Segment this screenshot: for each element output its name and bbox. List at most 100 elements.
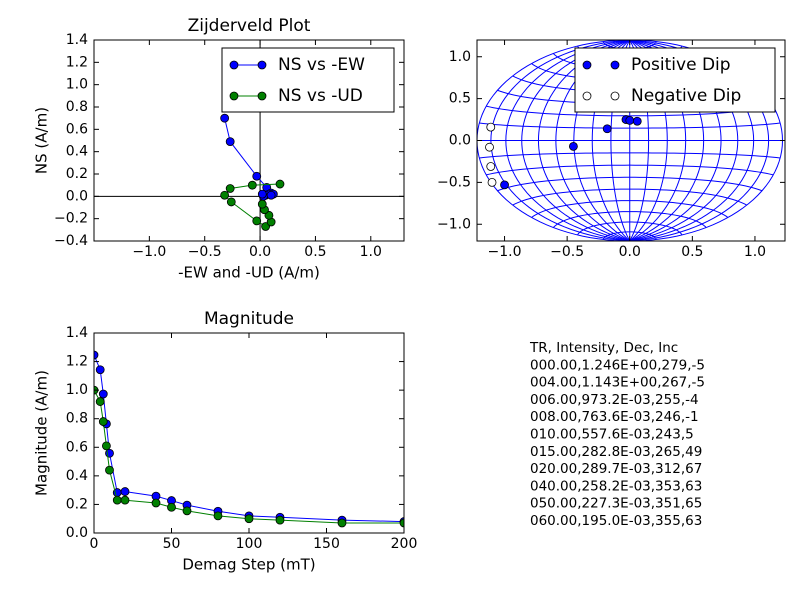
text-line: 020.00,289.7E-03,312,67	[530, 461, 702, 477]
y-tick-label: 0.0	[66, 188, 88, 204]
data-point	[225, 184, 235, 193]
y-tick-label: 1.0	[66, 77, 88, 93]
x-tick-label: 0.0	[619, 244, 641, 260]
y-tick-label: 1.4	[66, 325, 88, 341]
text-line: 050.00,227.3E-03,351,65	[530, 496, 702, 512]
x-axis-label: -EW and -UD (A/m)	[178, 264, 320, 282]
x-tick-label: 100	[236, 536, 263, 552]
data-point	[167, 502, 176, 512]
data-point	[213, 511, 223, 521]
data-point	[485, 142, 494, 152]
legend-label: NS vs -UD	[278, 86, 363, 106]
data-point	[487, 177, 497, 187]
data-point	[569, 141, 578, 151]
text-line: 000.00,1.246E+00,279,-5	[530, 357, 705, 373]
legend-label: Positive Dip	[631, 55, 731, 75]
legend-box	[221, 47, 395, 113]
data-point	[102, 441, 111, 451]
data-point	[112, 495, 122, 505]
y-tick-label: 0.0	[66, 525, 88, 541]
y-tick-label: 1.0	[66, 382, 88, 398]
y-tick-label: 0.2	[66, 166, 88, 182]
axes-frame	[93, 39, 405, 242]
plot-area	[94, 350, 404, 528]
text-panel: TR, Intensity, Dec, Inc000.00,1.246E+00,…	[529, 340, 705, 546]
y-tick-label: 1.2	[66, 54, 88, 70]
y-tick-label: 0.2	[66, 496, 88, 512]
y-tick-label: 1.2	[66, 354, 88, 370]
data-point	[220, 190, 230, 200]
legend-marker	[229, 91, 239, 101]
legend-marker	[257, 60, 267, 70]
text-line: TR, Intensity, Dec, Inc	[529, 340, 678, 356]
y-axis-label: Magnitude (A/m)	[33, 370, 51, 496]
chart-title: Magnitude	[204, 309, 294, 329]
data-point	[602, 124, 612, 134]
y-axis-label: NS (A/m)	[33, 107, 51, 174]
x-tick-label: 1.0	[744, 244, 766, 260]
x-tick-label: 0.5	[681, 244, 703, 260]
data-point	[151, 498, 161, 508]
y-tick-label: −0.2	[54, 211, 88, 227]
data-point	[95, 397, 105, 406]
legend-marker	[229, 60, 239, 70]
data-point	[632, 116, 642, 126]
data-point	[182, 506, 192, 516]
data-point	[220, 113, 230, 123]
data-point	[625, 116, 635, 125]
data-point	[275, 515, 285, 525]
legend-marker	[582, 60, 592, 70]
text-line: 008.00,763.6E-03,246,-1	[530, 409, 699, 425]
y-tick-label: −1.0	[437, 216, 471, 232]
data-point	[247, 180, 257, 190]
text-line: 004.00,1.143E+00,267,-5	[530, 375, 705, 391]
y-tick-label: 0.8	[66, 99, 88, 115]
x-tick-label: 0	[90, 536, 99, 552]
chart-title: Zijderveld Plot	[188, 16, 311, 36]
data-point	[120, 495, 130, 505]
x-tick-label: 150	[313, 536, 340, 552]
x-tick-label: 50	[163, 536, 181, 552]
net-parallel	[553, 211, 707, 228]
legend-marker	[610, 60, 620, 70]
data-point	[257, 189, 267, 199]
net-parallel	[577, 221, 683, 236]
net-parallel	[531, 200, 729, 218]
net-parallel	[479, 122, 781, 129]
y-tick-label: 1.4	[66, 32, 88, 48]
text-line: 060.00,195.0E-03,355,63	[530, 513, 702, 529]
text-line: 080.00,152.0E-03,353,66	[530, 530, 702, 546]
y-tick-label: 0.5	[449, 91, 471, 107]
y-tick-label: 0.6	[66, 439, 88, 455]
data-point	[120, 487, 130, 496]
y-tick-label: 0.4	[66, 144, 88, 160]
text-line: 010.00,557.6E-03,243,5	[530, 427, 694, 443]
y-tick-label: 0.8	[66, 411, 88, 427]
text-line: 015.00,282.8E-03,265,49	[530, 444, 702, 460]
data-point	[98, 417, 108, 426]
y-tick-label: 0.4	[66, 468, 88, 484]
data-point	[500, 180, 509, 190]
data-point	[226, 197, 236, 207]
data-point	[257, 199, 267, 209]
text-line: 006.00,973.2E-03,255,-4	[530, 392, 699, 408]
x-tick-label: −1.0	[132, 244, 166, 260]
data-point	[105, 465, 114, 475]
x-tick-label: −0.5	[550, 244, 584, 260]
legend-label: Negative Dip	[631, 86, 741, 106]
x-tick-label: 1.0	[360, 244, 382, 260]
data-point	[486, 162, 496, 171]
x-tick-label: 200	[391, 536, 418, 552]
data-point	[252, 216, 262, 226]
legend-label: NS vs -EW	[278, 55, 365, 75]
y-tick-label: −0.4	[54, 233, 88, 249]
net-parallel	[512, 188, 747, 206]
y-tick-label: 1.0	[449, 49, 471, 65]
net-parallel	[486, 164, 774, 176]
x-axis-label: Demag Step (mT)	[182, 556, 315, 574]
legend-marker	[610, 91, 620, 101]
x-tick-label: 0.0	[249, 244, 271, 260]
data-point	[252, 171, 262, 181]
data-point	[244, 514, 254, 524]
x-tick-label: 0.5	[304, 244, 326, 260]
